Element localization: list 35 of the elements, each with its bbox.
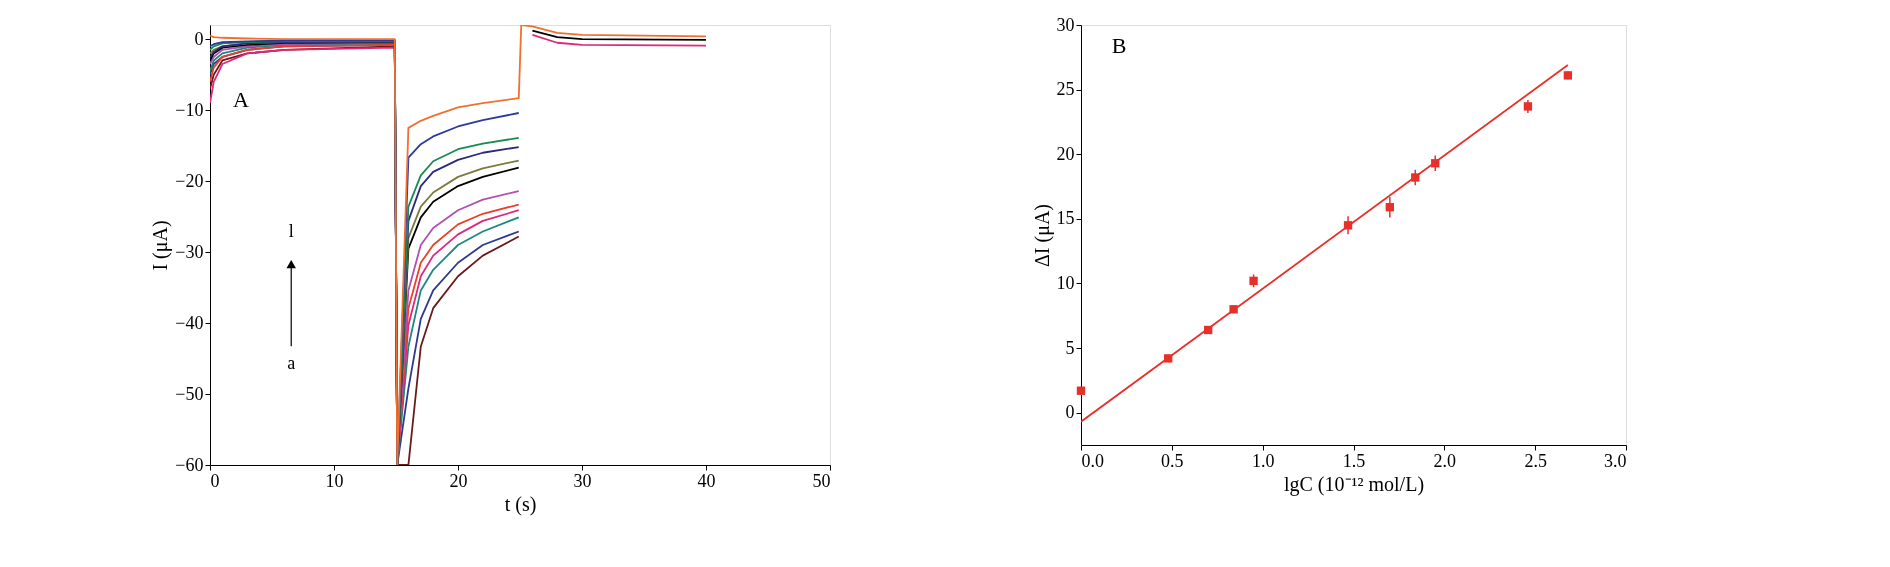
x-tick-label: 40 xyxy=(697,470,716,491)
y-tick-label: 10 xyxy=(1056,272,1075,293)
y-tick-label: 5 xyxy=(1065,337,1075,358)
y-axis-title: ΔI (μA) xyxy=(1030,203,1054,268)
annotation: a xyxy=(287,352,296,373)
y-tick-label: 0 xyxy=(194,28,204,49)
x-axis-title: t (s) xyxy=(504,492,537,516)
annotation: B xyxy=(1111,33,1127,58)
x-tick-label: 3.0 xyxy=(1604,450,1627,471)
y-tick-label: −10 xyxy=(175,99,204,120)
annotation: A xyxy=(233,86,250,112)
y-tick-label: −60 xyxy=(175,454,204,475)
y-tick-label: 0 xyxy=(1065,402,1075,423)
y-tick-label: 15 xyxy=(1056,208,1075,229)
y-axis-title: I (μA) xyxy=(149,220,173,271)
y-tick-label: −40 xyxy=(175,312,204,333)
x-tick-label: 10 xyxy=(325,470,344,491)
x-tick-label: 1.5 xyxy=(1342,450,1366,471)
x-tick-label: 0.5 xyxy=(1161,450,1184,471)
x-tick-label: 1.0 xyxy=(1251,450,1275,471)
x-tick-label: 2.5 xyxy=(1524,450,1547,471)
x-tick-label: 2.0 xyxy=(1433,450,1457,471)
x-tick-label: 0 xyxy=(210,470,220,491)
x-tick-label: 0.0 xyxy=(1081,450,1104,471)
y-tick-label: −30 xyxy=(175,241,204,262)
x-tick-label: 20 xyxy=(449,470,468,491)
x-axis-title: lgC (10⁻¹² mol/L) xyxy=(1283,472,1425,496)
y-tick-label: 25 xyxy=(1056,79,1075,100)
annotation: l xyxy=(288,220,294,241)
x-tick-label: 50 xyxy=(812,470,831,491)
x-tick-label: 30 xyxy=(573,470,592,491)
y-tick-label: −20 xyxy=(175,170,204,191)
y-tick-label: −50 xyxy=(175,383,204,404)
y-tick-label: 30 xyxy=(1056,14,1075,35)
y-tick-label: 20 xyxy=(1056,143,1075,164)
